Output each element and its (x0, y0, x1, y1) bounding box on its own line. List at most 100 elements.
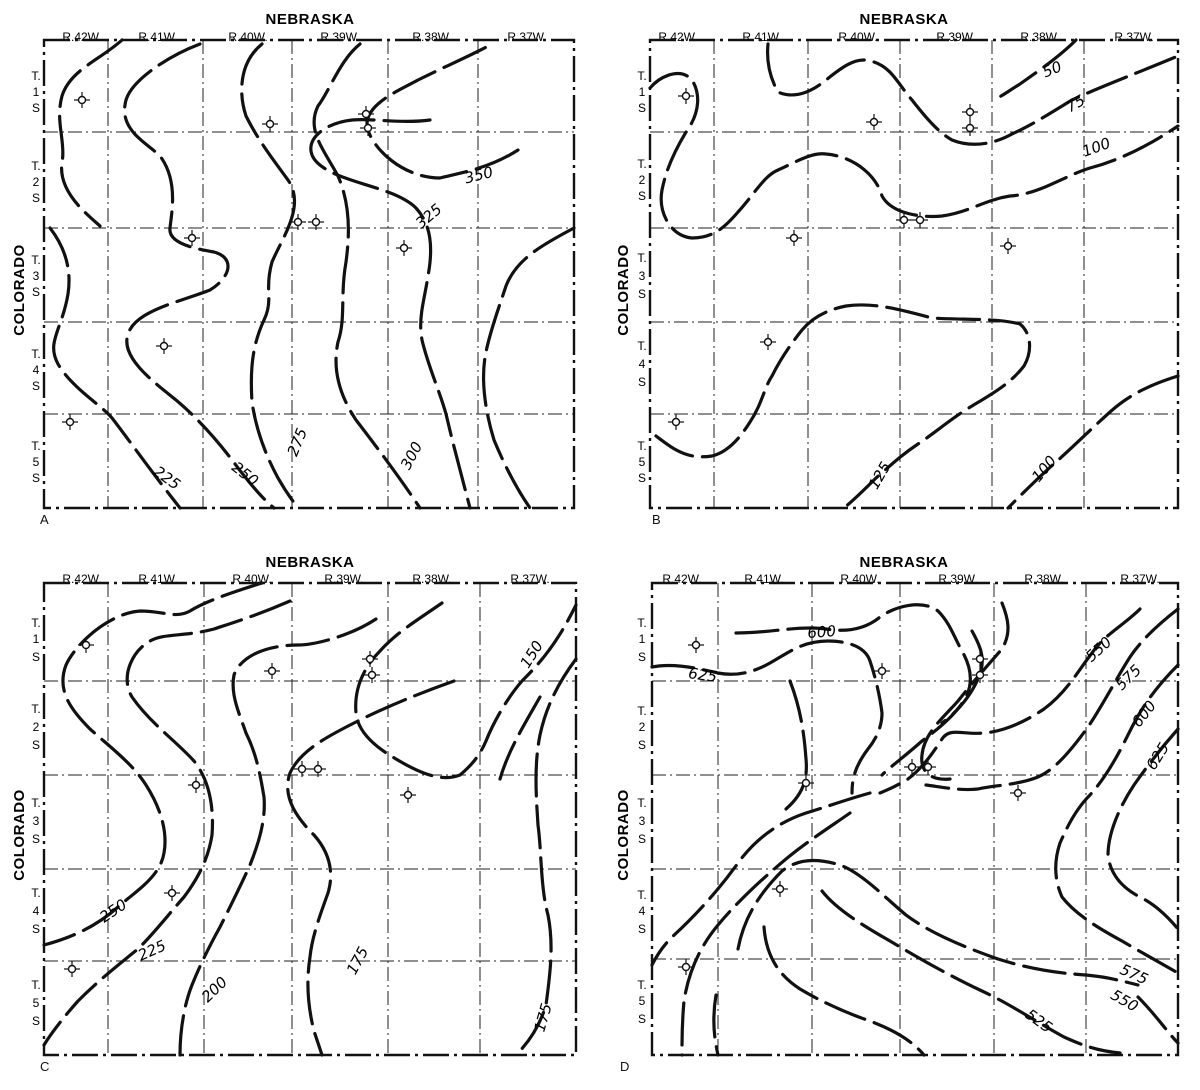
well-markers (668, 88, 1016, 430)
well-marker (962, 120, 978, 136)
contour-label: 225 (135, 936, 168, 964)
township-label: S (32, 191, 40, 205)
well-marker (184, 230, 200, 246)
panel-c: NEBRASKA COLORADO R.42W. R.41W. R.40W. R… (0, 545, 600, 1090)
well-marker (74, 92, 90, 108)
north-state-label: NEBRASKA (859, 11, 948, 28)
contour-lines (650, 601, 1180, 1057)
township-label: 5 (33, 996, 40, 1010)
township-label: T. (637, 439, 646, 453)
panel-letter: B (652, 512, 661, 527)
township-label: S (32, 650, 40, 664)
well-markers (62, 92, 412, 430)
township-label: S (638, 1012, 646, 1026)
township-labels: T. 1 S T. 2 S T. 3 S T. 4 S T. 5 S (637, 69, 646, 485)
well-marker (904, 759, 920, 775)
well-marker (396, 240, 412, 256)
township-labels: T. 1 S T. 2 S T. 3 S T. 4 S T. 5 S (637, 616, 646, 1026)
west-state-label: COLORADO (615, 244, 632, 336)
township-label: T. (31, 253, 40, 267)
well-marker (678, 959, 694, 975)
well-marker (962, 104, 978, 120)
township-label: S (32, 832, 40, 846)
map-boundary (650, 581, 1180, 1057)
township-label: 2 (33, 175, 40, 189)
panel-letter: C (40, 1059, 50, 1074)
township-label: 3 (33, 814, 40, 828)
township-label: T. (31, 616, 40, 630)
township-label: T. (31, 702, 40, 716)
township-label: 1 (33, 632, 40, 646)
range-label: R.39W. (936, 30, 975, 44)
township-label: 2 (639, 720, 646, 734)
well-marker (78, 637, 94, 653)
well-marker (874, 663, 890, 679)
well-marker (164, 885, 180, 901)
well-marker (1010, 785, 1026, 801)
well-marker (360, 120, 376, 136)
township-label: T. (31, 439, 40, 453)
township-label: 2 (33, 720, 40, 734)
township-label: S (638, 650, 646, 664)
township-label: S (32, 1014, 40, 1028)
township-label: T. (31, 159, 40, 173)
township-label: 3 (639, 814, 646, 828)
panel-letter: A (40, 512, 49, 527)
well-marker (972, 651, 988, 667)
township-label: 4 (33, 363, 40, 377)
well-marker (156, 338, 172, 354)
township-label: 1 (639, 85, 646, 99)
township-label: T. (637, 251, 646, 265)
township-label: T. (31, 886, 40, 900)
range-label: R.38W. (412, 30, 451, 44)
well-marker (920, 759, 936, 775)
contour-label: 100 (1080, 134, 1113, 161)
township-label: S (32, 379, 40, 393)
township-label: S (638, 922, 646, 936)
well-marker (308, 214, 324, 230)
contour-label: 575 (1112, 661, 1145, 694)
well-marker (760, 334, 776, 350)
contour-lines (648, 38, 1180, 510)
panel-letter: D (620, 1059, 630, 1074)
map-c: NEBRASKA COLORADO R.42W. R.41W. R.40W. R… (11, 554, 578, 1057)
contour-labels: 600 625 550 575 600 625 575 550 525 (687, 622, 1173, 1037)
well-marker (62, 414, 78, 430)
township-label: T. (31, 978, 40, 992)
contour-label: 175 (531, 1001, 556, 1033)
well-marker (362, 651, 378, 667)
north-state-label: NEBRASKA (265, 11, 354, 28)
contour-labels: 350 325 300 275 250 225 (150, 163, 495, 494)
well-markers (678, 637, 1026, 975)
well-marker (798, 775, 814, 791)
township-label: 3 (639, 269, 646, 283)
township-grid (652, 583, 1178, 1055)
township-label: 1 (33, 85, 40, 99)
well-marker (400, 787, 416, 803)
west-state-label: COLORADO (615, 789, 632, 881)
west-state-label: COLORADO (11, 789, 28, 881)
range-label: R.38W. (1020, 30, 1059, 44)
contour-label: 200 (198, 973, 231, 1006)
contour-label: 250 (228, 458, 262, 490)
township-label: T. (637, 978, 646, 992)
contour-label: 600 (807, 622, 837, 642)
township-label: T. (637, 616, 646, 630)
township-label: 5 (33, 455, 40, 469)
map-boundary (42, 38, 576, 510)
township-labels: T. 1 S T. 2 S T. 3 S T. 4 S T. 5 S (31, 616, 40, 1028)
township-label: S (638, 287, 646, 301)
well-marker (668, 414, 684, 430)
township-label: 4 (639, 904, 646, 918)
map-boundary (42, 581, 578, 1057)
township-label: T. (637, 157, 646, 171)
township-label: 5 (639, 455, 646, 469)
township-label: 2 (639, 173, 646, 187)
range-label: R.37W. (1114, 30, 1153, 44)
contour-label: 525 (1022, 1005, 1056, 1036)
township-label: T. (31, 69, 40, 83)
township-label: T. (637, 888, 646, 902)
township-label: T. (637, 704, 646, 718)
panel-b: NEBRASKA COLORADO R.42W. R.41W. R.40W. R… (600, 0, 1200, 545)
contour-label: 275 (284, 425, 311, 458)
